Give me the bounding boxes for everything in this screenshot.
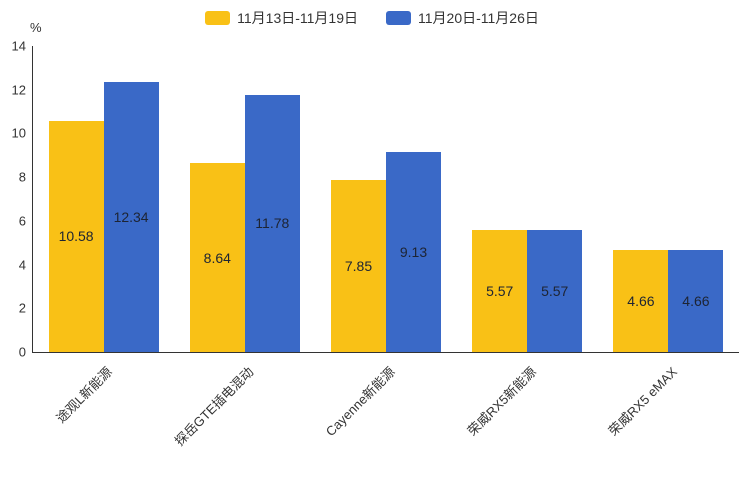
bar-value-label: 4.66 — [627, 293, 655, 310]
x-axis-labels: 途观L新能源 探岳GTE插电混动 Cayenne新能源 荣威RX5新能源 荣威RX5 e… — [32, 352, 738, 492]
bar-series1: 4.66 — [668, 250, 724, 352]
legend-swatch-icon — [386, 11, 411, 25]
y-axis: 0 2 4 6 8 10 12 14 — [0, 39, 26, 360]
legend-label: 11月20日-11月26日 — [418, 10, 539, 26]
bar-value-label: 5.57 — [541, 283, 569, 300]
y-tick-label: 10 — [11, 125, 26, 141]
bar-series1: 9.13 — [386, 152, 441, 352]
y-tick-label: 6 — [18, 213, 26, 229]
bar-series1: 11.78 — [244, 94, 300, 352]
bar-value-label: 12.34 — [113, 209, 149, 226]
y-tick-label: 12 — [11, 82, 26, 98]
bar-value-label: 7.85 — [344, 258, 373, 275]
x-category-label: Cayenne新能源 — [322, 364, 398, 440]
bar-series0: 7.85 — [331, 180, 386, 352]
bar-value-label: 8.64 — [203, 249, 231, 266]
bar-value-label: 9.13 — [399, 244, 428, 261]
bar-series0: 10.58 — [48, 120, 104, 352]
y-tick-label: 0 — [18, 344, 26, 360]
legend-label: 11月13日-11月19日 — [237, 10, 358, 26]
bar-series0: 5.57 — [472, 230, 528, 352]
bar-series1: 12.34 — [103, 82, 159, 352]
x-category-label: 途观L新能源 — [53, 364, 116, 426]
bar-series0: 4.66 — [613, 250, 669, 352]
bar-value-label: 4.66 — [682, 293, 710, 310]
y-tick-label: 8 — [18, 169, 26, 185]
x-category-label: 探岳GTE插电混动 — [171, 364, 257, 449]
bar-group: 10.58 12.34 — [33, 46, 174, 352]
bar-value-label: 10.58 — [58, 228, 94, 245]
bar-group: 7.85 9.13 — [315, 46, 456, 352]
bar-series1: 5.57 — [527, 230, 583, 352]
bar-group: 8.64 11.78 — [174, 46, 315, 352]
bar-series0: 8.64 — [189, 163, 245, 352]
legend-swatch-icon — [205, 11, 231, 25]
plot-area: 10.58 12.34 8.64 11.78 7.85 9.13 5.57 5.57 4.66 4… — [32, 46, 739, 353]
bar-group: 4.66 4.66 — [598, 46, 739, 352]
y-tick-label: 14 — [11, 38, 26, 54]
legend: 11月13日-11月19日 11月20日-11月26日 — [0, 8, 744, 28]
bar-value-label: 11.78 — [255, 215, 290, 232]
x-category-label: 荣威RX5新能源 — [464, 364, 539, 439]
y-tick-label: 4 — [18, 257, 26, 273]
legend-item-0[interactable]: 11月13日-11月19日 — [205, 8, 358, 28]
bar-value-label: 5.57 — [486, 283, 514, 300]
bar-group: 5.57 5.57 — [457, 46, 598, 352]
y-axis-unit-label: % — [30, 20, 42, 35]
y-tick-label: 2 — [18, 300, 26, 316]
x-category-label: 荣威RX5 eMAX — [605, 364, 681, 439]
legend-item-1[interactable]: 11月20日-11月26日 — [386, 8, 539, 28]
